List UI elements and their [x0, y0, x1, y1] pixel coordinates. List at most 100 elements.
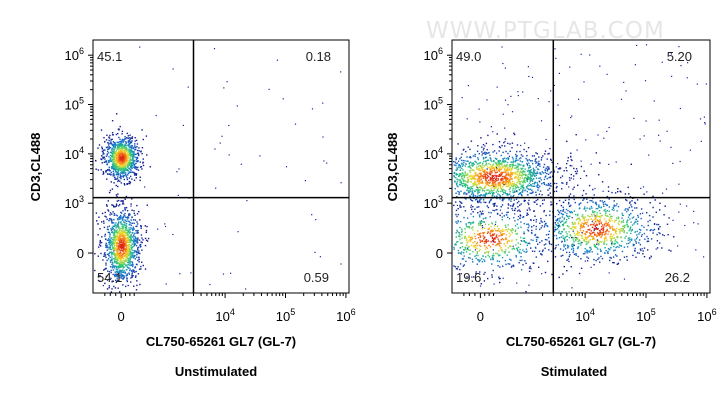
- event-dot: [118, 156, 120, 158]
- event-dot: [113, 233, 115, 235]
- event-dot: [128, 244, 130, 247]
- event-dot: [130, 277, 132, 279]
- event-dot: [497, 179, 499, 181]
- event-dot: [124, 219, 127, 221]
- event-dot: [530, 179, 532, 181]
- event-dot: [135, 173, 138, 175]
- event-dot: [466, 174, 469, 176]
- event-dot: [108, 225, 111, 227]
- event-dot: [488, 223, 490, 226]
- event-dot: [157, 228, 159, 230]
- event-dot: [115, 242, 117, 244]
- event-dot: [503, 165, 506, 167]
- event-dot: [466, 248, 468, 251]
- event-dot: [114, 261, 116, 264]
- event-dot: [693, 210, 695, 212]
- event-dot: [538, 180, 540, 182]
- event-dot: [474, 195, 477, 197]
- event-dot: [558, 224, 560, 227]
- event-dot: [134, 266, 137, 268]
- event-dot: [515, 159, 518, 161]
- event-dot: [109, 159, 111, 161]
- event-dot: [237, 231, 239, 233]
- event-dot: [144, 186, 146, 188]
- event-dot: [120, 252, 122, 254]
- event-dot: [120, 149, 122, 152]
- event-dot: [580, 267, 583, 269]
- event-dot: [122, 246, 125, 248]
- event-dot: [518, 192, 521, 195]
- event-dot: [594, 202, 597, 204]
- event-dot: [591, 200, 593, 202]
- event-dot: [616, 203, 618, 205]
- event-dot: [616, 210, 618, 212]
- event-dot: [589, 246, 591, 249]
- event-dot: [510, 229, 513, 232]
- event-dot: [533, 219, 535, 221]
- event-dot: [496, 197, 498, 200]
- event-dot: [121, 152, 123, 154]
- event-dot: [493, 203, 495, 205]
- event-dot: [566, 162, 568, 165]
- event-dot: [113, 245, 115, 247]
- event-dot: [570, 228, 573, 230]
- event-dot: [524, 177, 526, 179]
- event-dot: [475, 161, 477, 163]
- event-dot: [134, 236, 136, 238]
- event-dot: [118, 145, 120, 148]
- event-dot: [112, 225, 114, 227]
- event-dot: [472, 211, 474, 213]
- event-dot: [485, 246, 488, 248]
- event-dot: [562, 213, 565, 216]
- event-dot: [495, 244, 497, 246]
- event-dot: [498, 169, 501, 171]
- event-dot: [482, 177, 485, 179]
- event-dot: [111, 226, 113, 229]
- event-dot: [478, 175, 480, 178]
- event-dot: [546, 170, 549, 172]
- event-dot: [509, 176, 511, 178]
- event-dot: [514, 177, 516, 179]
- event-dot: [461, 237, 463, 239]
- event-dot: [121, 140, 123, 143]
- event-dot: [493, 150, 496, 152]
- event-dot: [501, 216, 503, 218]
- event-dot: [454, 244, 456, 246]
- event-dot: [605, 243, 608, 246]
- event-dot: [123, 248, 126, 251]
- event-dot: [108, 239, 111, 241]
- event-dot: [133, 179, 136, 181]
- event-dot: [108, 170, 111, 172]
- event-dot: [455, 268, 458, 270]
- event-dot: [512, 191, 514, 193]
- event-dot: [120, 263, 122, 266]
- event-dot: [117, 151, 120, 153]
- event-dot: [455, 221, 457, 223]
- event-dot: [533, 177, 535, 180]
- event-dot: [540, 253, 542, 255]
- event-dot: [492, 181, 494, 183]
- event-dot: [122, 210, 124, 212]
- event-dot: [463, 192, 465, 194]
- event-dot: [589, 239, 591, 241]
- event-dot: [594, 220, 597, 223]
- event-dot: [496, 171, 498, 173]
- event-dot: [133, 254, 136, 257]
- event-dot: [546, 177, 548, 180]
- event-dot: [479, 179, 481, 181]
- event-dot: [314, 251, 316, 253]
- event-dot: [126, 164, 129, 166]
- event-dot: [136, 146, 138, 148]
- event-dot: [112, 246, 114, 249]
- event-dot: [111, 147, 113, 149]
- event-dot: [620, 228, 622, 230]
- event-dot: [493, 160, 495, 162]
- event-dot: [557, 222, 559, 224]
- event-dot: [518, 252, 520, 254]
- event-dot: [129, 214, 131, 216]
- event-dot: [639, 243, 642, 246]
- event-dot: [480, 198, 482, 200]
- event-dot: [537, 243, 539, 245]
- event-dot: [518, 186, 520, 189]
- event-dot: [466, 180, 468, 183]
